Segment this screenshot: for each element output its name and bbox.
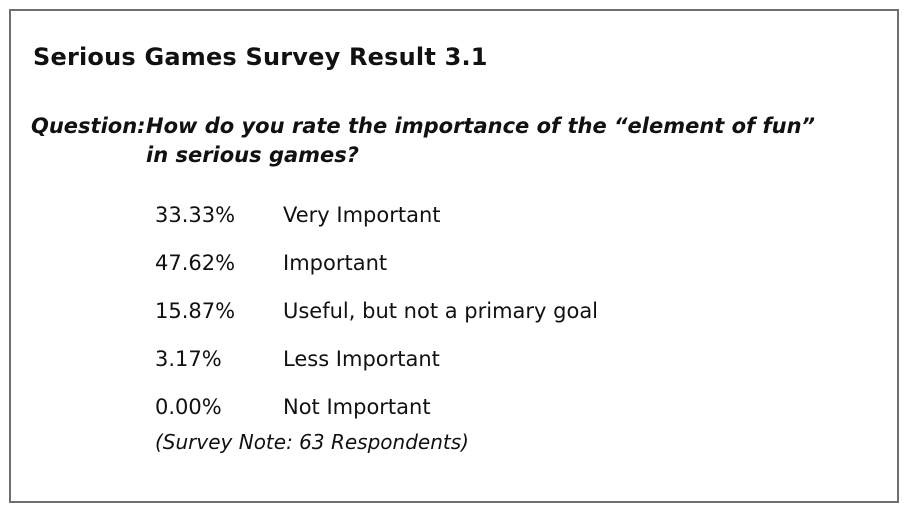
- result-percent: 33.33%: [155, 203, 236, 227]
- question-text-line-1: How do you rate the importance of the “e…: [146, 114, 816, 138]
- result-row: 3.17% Less Important: [155, 335, 598, 383]
- survey-question: Question:How do you rate the importance …: [31, 112, 815, 170]
- result-percent: 15.87%: [155, 299, 236, 323]
- survey-title: Serious Games Survey Result 3.1: [33, 43, 488, 71]
- results-list: 33.33% Very Important 47.62% Important 15.…: [155, 191, 598, 431]
- result-rating: Not Important: [283, 395, 431, 419]
- result-rating: Useful, but not a primary goal: [283, 299, 599, 323]
- result-rating: Very Important: [283, 203, 441, 227]
- result-percent: 47.62%: [155, 251, 236, 275]
- result-row: 15.87% Useful, but not a primary goal: [155, 287, 598, 335]
- result-percent: 0.00%: [155, 395, 222, 419]
- question-label: Question:: [31, 114, 146, 138]
- result-rating: Important: [283, 251, 388, 275]
- survey-note: (Survey Note: 63 Respondents): [155, 430, 469, 454]
- result-row: 33.33% Very Important: [155, 191, 598, 239]
- question-text-line-2: in serious games?: [146, 143, 359, 167]
- result-row: 0.00% Not Important: [155, 383, 598, 431]
- result-rating: Less Important: [283, 347, 440, 371]
- result-row: 47.62% Important: [155, 239, 598, 287]
- survey-result-box: Serious Games Survey Result 3.1 Question…: [9, 9, 899, 503]
- result-percent: 3.17%: [155, 347, 222, 371]
